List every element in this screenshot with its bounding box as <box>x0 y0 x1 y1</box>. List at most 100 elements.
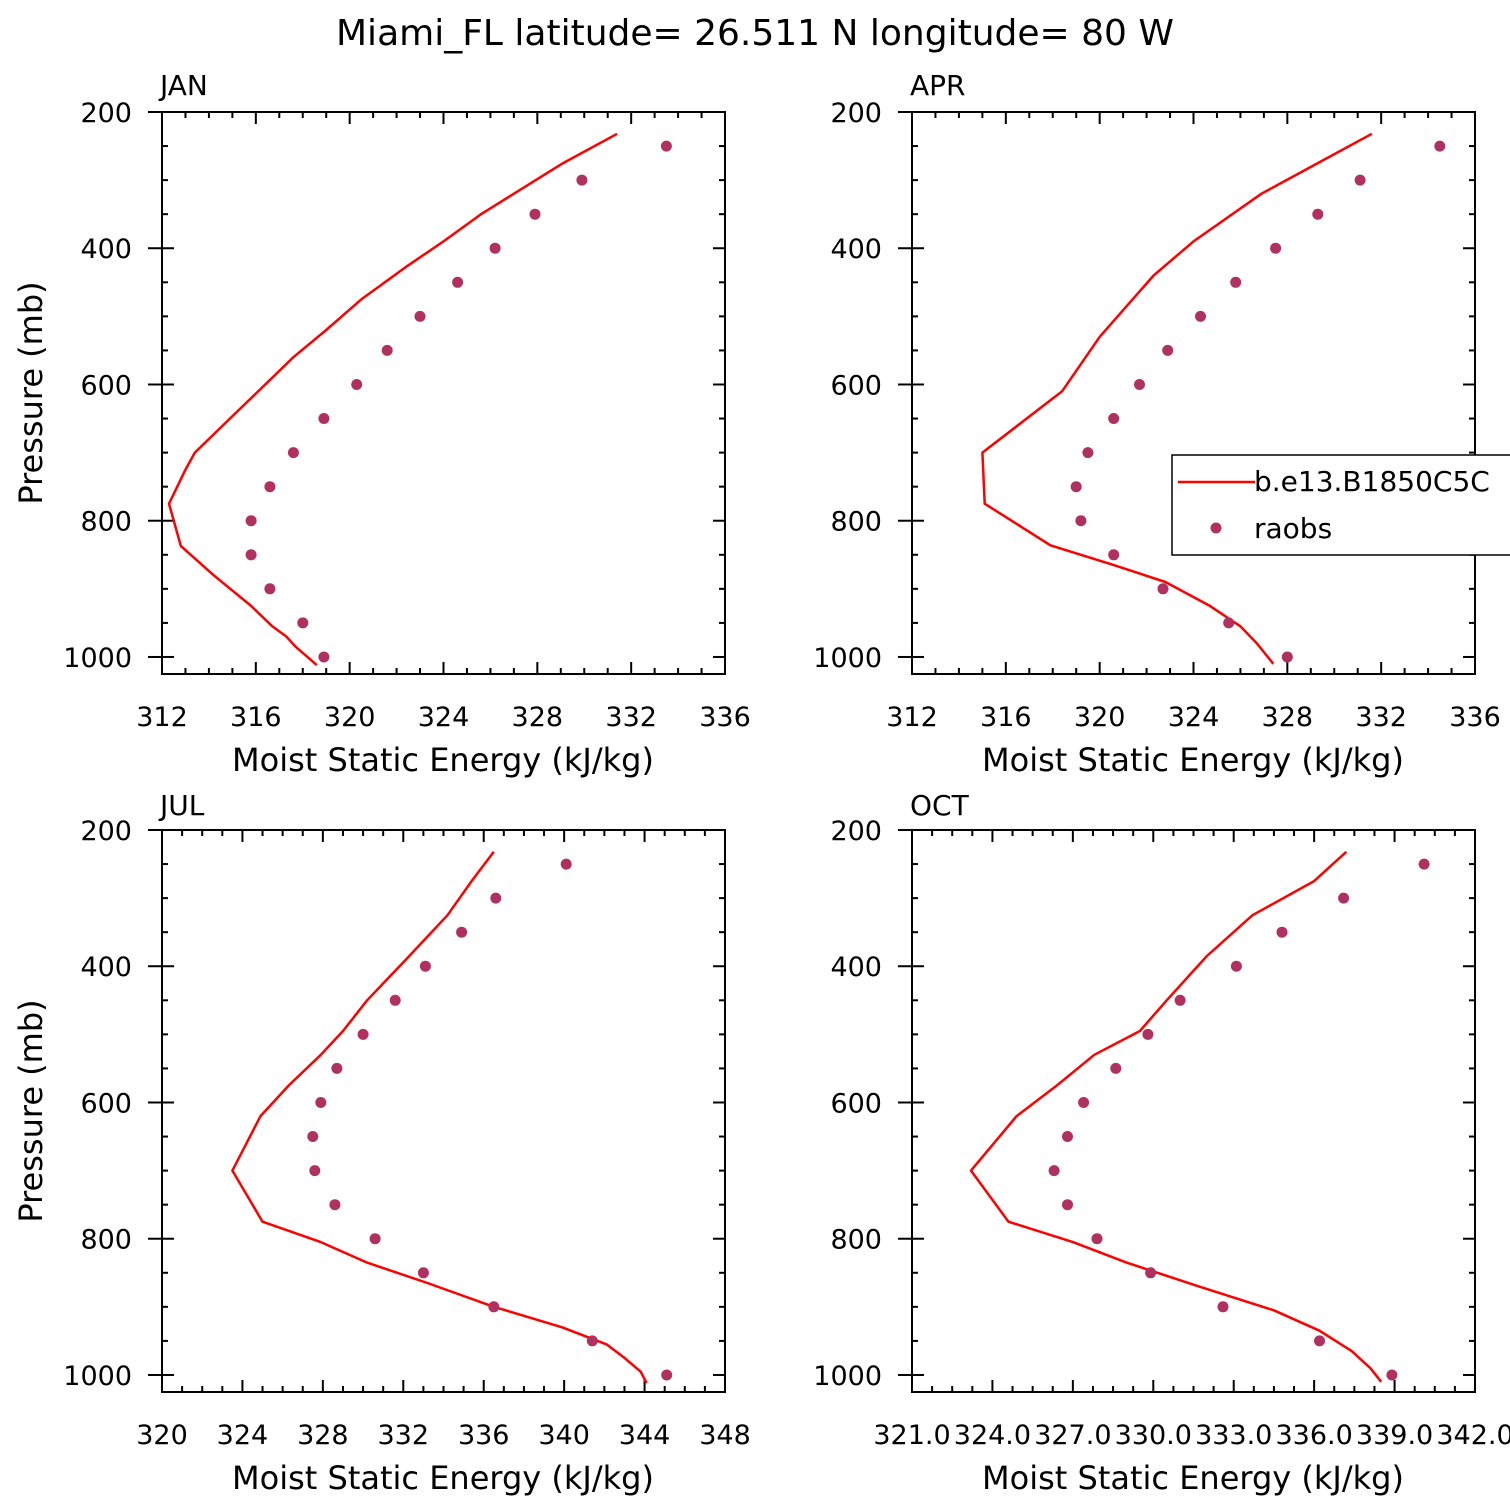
obs-point <box>576 174 588 186</box>
panel-label: JAN <box>158 69 208 102</box>
obs-point <box>560 858 572 870</box>
obs-point <box>452 276 464 288</box>
axis-ticks <box>898 829 1476 1392</box>
panel-apr: APR 312 316 320 324 328 332 336 200 400 600 800 100… <box>813 69 1510 779</box>
obs-point <box>414 310 426 322</box>
obs-point <box>1145 1267 1157 1279</box>
model-series <box>231 851 648 1384</box>
x-axis-label: Moist Static Energy (kJ/kg) <box>232 1459 654 1497</box>
x-tick-label: 316 <box>980 702 1032 733</box>
model-profile-line <box>231 851 648 1384</box>
y-tick-label: 200 <box>830 816 882 847</box>
obs-point <box>264 481 276 493</box>
obs-point <box>318 413 330 424</box>
obs-point <box>1062 1199 1073 1211</box>
obs-point <box>490 892 502 904</box>
model-profile-line <box>981 132 1373 665</box>
obs-point <box>661 1369 673 1381</box>
x-tick-label: 339.0 <box>1356 1420 1433 1451</box>
x-axis-label: Moist Static Energy (kJ/kg) <box>982 741 1404 779</box>
obs-point <box>1354 174 1366 186</box>
x-tick-label: 312 <box>886 702 938 733</box>
obs-point <box>488 1301 500 1313</box>
axis-ticks <box>148 829 726 1392</box>
y-tick-label: 600 <box>830 370 882 401</box>
x-tick-label: 342.0 <box>1436 1420 1510 1451</box>
tick-labels: 320 324 328 332 336 340 344 348 200 400 600 800 1000 <box>63 816 750 1451</box>
obs-series <box>245 140 672 663</box>
x-tick-label: 332 <box>605 702 657 733</box>
obs-point <box>287 447 299 459</box>
legend-obs-swatch <box>1210 522 1222 534</box>
y-tick-label: 600 <box>80 370 132 401</box>
y-tick-label: 1000 <box>63 643 132 674</box>
x-axis-label: Moist Static Energy (kJ/kg) <box>982 1459 1404 1497</box>
y-tick-label: 800 <box>80 507 132 538</box>
model-series <box>981 132 1373 665</box>
obs-point <box>315 1097 327 1108</box>
tick-labels: 312 316 320 324 328 332 336 200 400 600 800 1000 <box>813 98 1500 733</box>
tick-labels: 312 316 320 324 328 332 336 200 400 600 800 1000 <box>63 98 750 733</box>
x-tick-label: 320 <box>136 1420 188 1451</box>
plot-frame <box>911 829 1476 1393</box>
obs-point <box>489 242 501 254</box>
obs-point <box>1108 413 1120 424</box>
x-tick-label: 328 <box>297 1420 349 1451</box>
x-tick-label: 321.0 <box>873 1420 950 1451</box>
obs-point <box>1230 960 1242 972</box>
x-tick-label: 320 <box>1074 702 1126 733</box>
figure-title: Miami_FL latitude= 26.511 N longitude= 8… <box>336 13 1174 54</box>
obs-point <box>1048 1165 1060 1177</box>
x-tick-label: 320 <box>324 702 376 733</box>
x-tick-label: 332 <box>378 1420 430 1451</box>
legend-box <box>1171 454 1510 556</box>
obs-point <box>1082 447 1094 459</box>
panel-label: APR <box>910 69 966 102</box>
obs-point <box>456 926 468 938</box>
obs-point <box>1281 651 1293 663</box>
y-tick-label: 1000 <box>813 1361 882 1392</box>
obs-point <box>1157 583 1169 595</box>
x-tick-label: 324 <box>217 1420 269 1451</box>
obs-point <box>419 960 431 972</box>
x-tick-label: 336.0 <box>1275 1420 1352 1451</box>
obs-point <box>1078 1097 1090 1108</box>
obs-point <box>245 549 257 561</box>
obs-point <box>1062 1131 1073 1142</box>
obs-point <box>1338 892 1350 904</box>
y-tick-label: 800 <box>830 1225 882 1256</box>
x-tick-label: 330.0 <box>1115 1420 1192 1451</box>
axis-ticks <box>898 111 1476 674</box>
obs-point <box>329 1199 341 1211</box>
legend-model-label: b.e13.B1850C5C <box>1254 465 1490 498</box>
obs-point <box>389 994 401 1006</box>
x-tick-label: 344 <box>619 1420 671 1451</box>
obs-point <box>1108 549 1120 561</box>
plot-frame <box>911 111 1476 675</box>
y-tick-label: 600 <box>80 1088 132 1119</box>
obs-point <box>1195 310 1206 322</box>
obs-point <box>1174 994 1186 1006</box>
x-tick-label: 333.0 <box>1195 1420 1272 1451</box>
obs-series <box>1070 140 1446 663</box>
x-tick-label: 324 <box>418 702 470 733</box>
x-tick-label: 332 <box>1355 702 1407 733</box>
x-tick-label: 336 <box>699 702 751 733</box>
x-tick-label: 316 <box>230 702 282 733</box>
obs-point <box>351 379 363 390</box>
obs-point <box>309 1165 321 1177</box>
obs-series <box>1048 858 1430 1381</box>
model-series <box>167 132 618 667</box>
obs-point <box>1312 208 1324 220</box>
obs-point <box>357 1028 369 1040</box>
obs-point <box>1110 1062 1122 1074</box>
obs-series <box>307 858 673 1381</box>
model-profile-line <box>167 132 618 667</box>
x-tick-label: 328 <box>1262 702 1314 733</box>
y-tick-label: 200 <box>80 98 132 129</box>
x-tick-label: 340 <box>538 1420 590 1451</box>
plot-frame <box>161 829 726 1393</box>
obs-point <box>1142 1028 1154 1040</box>
obs-point <box>318 651 330 663</box>
